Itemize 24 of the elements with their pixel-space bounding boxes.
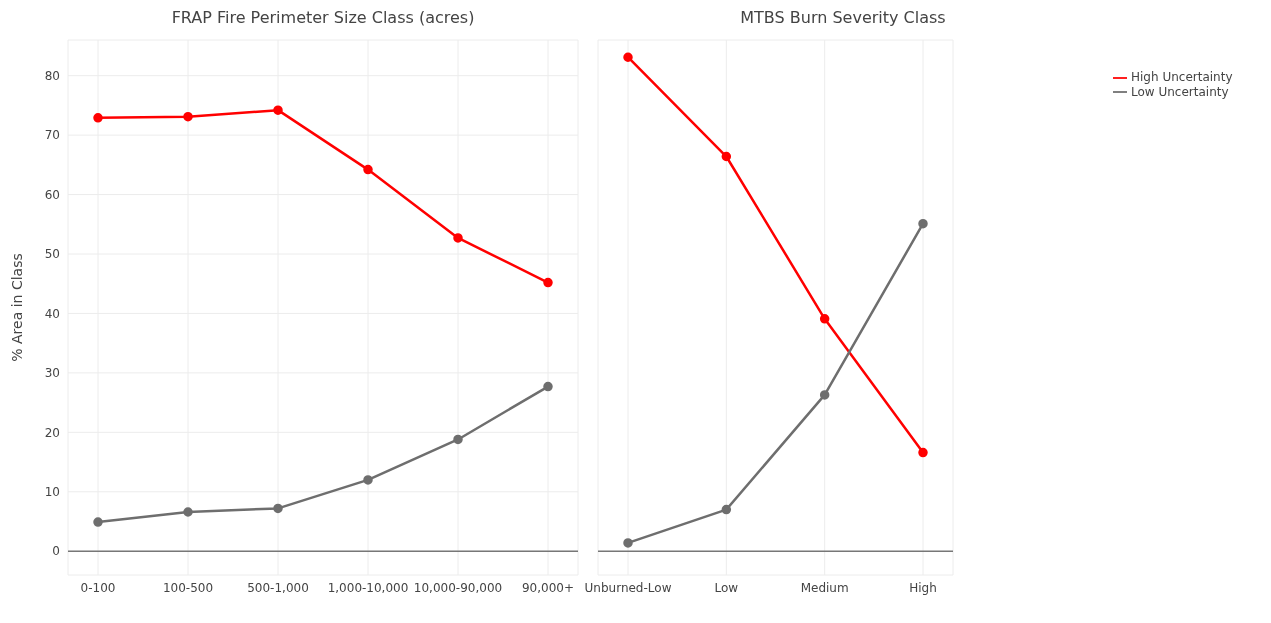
x-tick-label: High bbox=[909, 580, 937, 595]
y-tick-label: 50 bbox=[44, 247, 60, 262]
legend-label: High Uncertainty bbox=[1131, 70, 1233, 84]
y-tick-label: 30 bbox=[44, 366, 60, 381]
chart-title: MTBS Burn Severity Class bbox=[739, 8, 947, 29]
x-tick-label: 100-500 bbox=[162, 580, 214, 595]
x-tick-label: Low bbox=[714, 580, 739, 595]
x-tick-label: 10,000-90,000 bbox=[413, 580, 503, 595]
y-axis-title: % Area in Class bbox=[8, 253, 25, 362]
y-tick-label: 60 bbox=[44, 187, 60, 202]
y-tick-label: 70 bbox=[44, 128, 60, 143]
x-tick-label: Unburned-Low bbox=[584, 580, 672, 595]
x-tick-label: 1,000-10,000 bbox=[327, 580, 409, 595]
y-tick-label: 20 bbox=[44, 425, 60, 440]
x-tick-label: 500-1,000 bbox=[247, 580, 309, 595]
y-tick-label: 0 bbox=[52, 544, 60, 559]
x-tick-label: 90,000+ bbox=[521, 580, 575, 595]
y-tick-label: 80 bbox=[44, 68, 60, 83]
x-tick-label: Medium bbox=[800, 580, 849, 595]
y-tick-label: 10 bbox=[44, 485, 60, 500]
y-tick-label: 40 bbox=[44, 306, 60, 321]
chart-title: FRAP Fire Perimeter Size Class (acres) bbox=[170, 8, 476, 29]
legend-label: Low Uncertainty bbox=[1131, 84, 1229, 99]
x-tick-label: 0-100 bbox=[80, 580, 116, 595]
